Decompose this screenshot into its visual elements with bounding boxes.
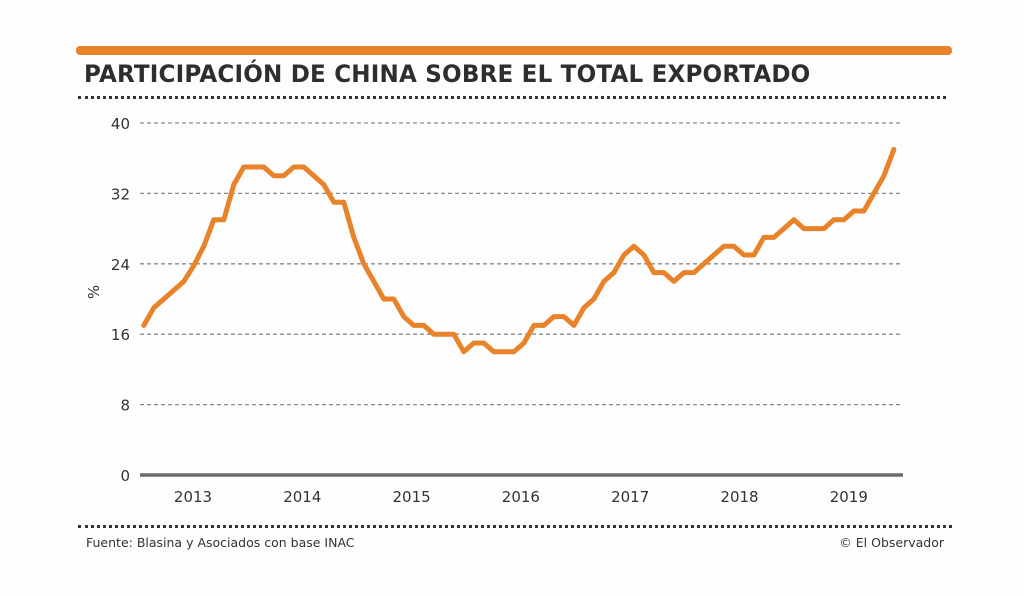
x-tick-label: 2019 — [830, 488, 868, 506]
title-divider — [78, 96, 946, 99]
x-tick-label: 2016 — [502, 488, 540, 506]
y-axis-label: % — [85, 285, 103, 299]
series-line — [141, 146, 897, 355]
footer-divider — [78, 525, 952, 528]
source-note: Fuente: Blasina y Asociados con base INA… — [86, 535, 355, 550]
y-tick-label: 0 — [120, 467, 130, 485]
accent-bar — [76, 46, 952, 55]
y-tick-label: 8 — [120, 397, 130, 415]
x-tick-label: 2015 — [393, 488, 431, 506]
y-axis-ticks: 0 8 16 24 32 40 — [111, 115, 130, 485]
y-tick-label: 24 — [111, 256, 130, 274]
x-tick-label: 2017 — [611, 488, 649, 506]
y-tick-label: 40 — [111, 115, 130, 133]
y-tick-label: 16 — [111, 326, 130, 344]
y-tick-label: 32 — [111, 185, 130, 203]
chart-title: PARTICIPACIÓN DE CHINA SOBRE EL TOTAL EX… — [84, 60, 811, 88]
series-group — [141, 146, 897, 355]
x-axis-ticks: 2013 2014 2015 2016 2017 2018 2019 — [174, 488, 868, 506]
copyright-credit: © El Observador — [839, 535, 944, 550]
x-tick-label: 2018 — [720, 488, 758, 506]
x-tick-label: 2014 — [283, 488, 321, 506]
gridlines — [140, 122, 903, 406]
x-tick-label: 2013 — [174, 488, 212, 506]
